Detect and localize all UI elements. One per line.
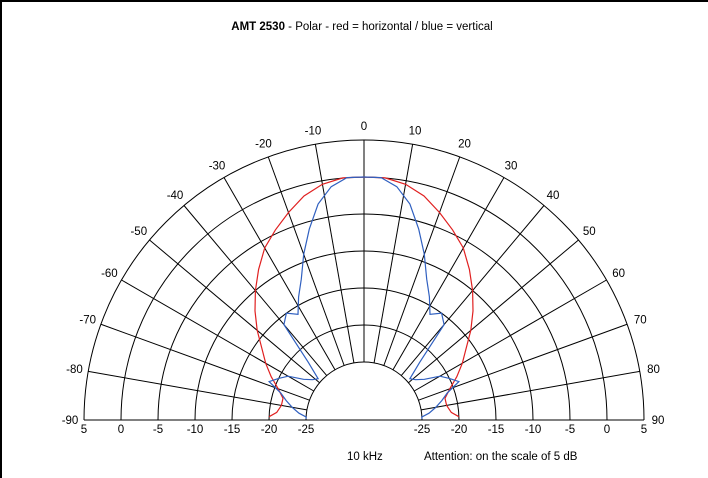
angle-tick-label: 40 xyxy=(547,190,560,202)
db-tick-label: -20 xyxy=(451,424,468,436)
db-tick-label: -15 xyxy=(224,424,241,436)
angle-tick-label: 20 xyxy=(458,139,471,151)
db-tick-label: -25 xyxy=(298,424,315,436)
angle-tick-label: -60 xyxy=(101,268,118,280)
angle-tick-label: 80 xyxy=(647,364,660,376)
angle-spoke xyxy=(383,156,461,366)
angle-spoke xyxy=(314,144,355,363)
db-tick-label: 0 xyxy=(118,424,124,436)
angle-tick-label: -10 xyxy=(305,125,322,137)
angle-tick-label: -50 xyxy=(130,226,147,238)
db-ring xyxy=(305,361,423,421)
db-tick-label: -25 xyxy=(414,424,431,436)
attention-note-text: on the scale of 5 dB xyxy=(473,451,578,463)
angle-tick-label: -20 xyxy=(255,139,272,151)
vertical-response-curve xyxy=(267,176,461,420)
angle-spoke xyxy=(121,279,315,392)
angle-tick-label: 50 xyxy=(583,226,596,238)
db-tick-label: 0 xyxy=(604,424,610,436)
angle-spoke xyxy=(88,370,307,411)
angle-tick-label: 60 xyxy=(612,268,625,280)
db-tick-label: -10 xyxy=(187,424,204,436)
db-tick-label: -10 xyxy=(525,424,542,436)
angle-tick-label: -90 xyxy=(62,415,79,427)
attention-note: Attention: on the scale of 5 dB xyxy=(424,451,578,463)
angle-tick-label: 0 xyxy=(361,121,367,133)
angle-spoke xyxy=(223,177,336,371)
angle-spoke xyxy=(149,239,320,384)
polar-grid xyxy=(83,139,645,421)
angle-tick-label: -30 xyxy=(209,160,226,172)
chart-title: AMT 2530 - Polar - red = horizontal / bl… xyxy=(231,21,492,33)
angle-tick-label: 10 xyxy=(409,125,422,137)
polar-curves xyxy=(254,176,474,420)
db-tick-label: 5 xyxy=(81,424,87,436)
angle-tick-label: -40 xyxy=(167,190,184,202)
angle-spoke xyxy=(373,144,414,363)
angle-tick-label: 30 xyxy=(505,160,518,172)
angle-spoke xyxy=(413,279,607,392)
angle-tick-label: -70 xyxy=(79,314,96,326)
polar-tick-labels: -90-80-70-60-50-40-30-20-10 0 102030405060… xyxy=(62,121,665,436)
angle-spoke xyxy=(421,370,640,411)
angle-spoke xyxy=(267,156,345,366)
angle-tick-label: 70 xyxy=(634,314,647,326)
db-tick-label: -15 xyxy=(488,424,505,436)
chart-title-model: AMT 2530 xyxy=(231,21,285,33)
angle-tick-label: 90 xyxy=(652,415,665,427)
attention-note-bold: Attention: xyxy=(424,451,473,463)
db-tick-label: -20 xyxy=(261,424,278,436)
angle-spoke xyxy=(408,239,579,384)
angle-spoke xyxy=(392,177,505,371)
db-tick-label: -5 xyxy=(565,424,575,436)
angle-tick-label: -80 xyxy=(66,364,83,376)
db-tick-label: 5 xyxy=(641,424,647,436)
frequency-label: 10 kHz xyxy=(347,451,383,463)
db-tick-label: -5 xyxy=(153,424,163,436)
chart-title-description: - Polar - red = horizontal / blue = vert… xyxy=(285,21,493,33)
